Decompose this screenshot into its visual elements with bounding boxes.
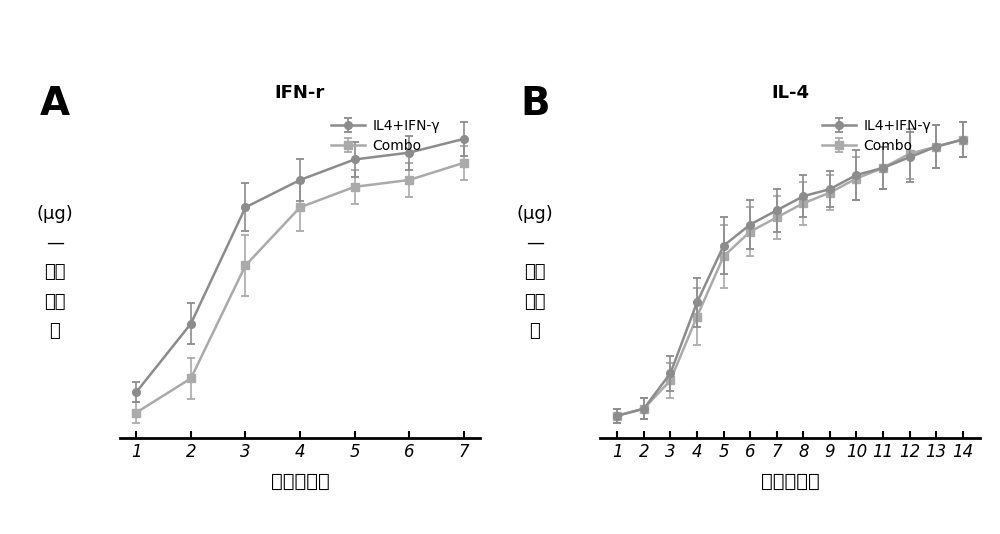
Text: B: B	[520, 85, 550, 123]
Text: A: A	[40, 85, 70, 123]
X-axis label: 时间（天）: 时间（天）	[761, 472, 819, 491]
Text: 累计: 累计	[524, 263, 546, 281]
Legend: IL4+IFN-γ, Combo: IL4+IFN-γ, Combo	[325, 114, 445, 159]
Text: —: —	[526, 234, 544, 252]
Legend: IL4+IFN-γ, Combo: IL4+IFN-γ, Combo	[816, 114, 936, 159]
Title: IFN-r: IFN-r	[275, 84, 325, 103]
Text: 累计: 累计	[44, 263, 66, 281]
Text: 量: 量	[50, 322, 60, 340]
Text: (μg): (μg)	[37, 205, 73, 223]
Text: (μg): (μg)	[517, 205, 553, 223]
X-axis label: 时间（天）: 时间（天）	[271, 472, 329, 491]
Text: 释放: 释放	[44, 293, 66, 311]
Text: 释放: 释放	[524, 293, 546, 311]
Text: —: —	[46, 234, 64, 252]
Text: 量: 量	[530, 322, 540, 340]
Title: IL-4: IL-4	[771, 84, 809, 103]
